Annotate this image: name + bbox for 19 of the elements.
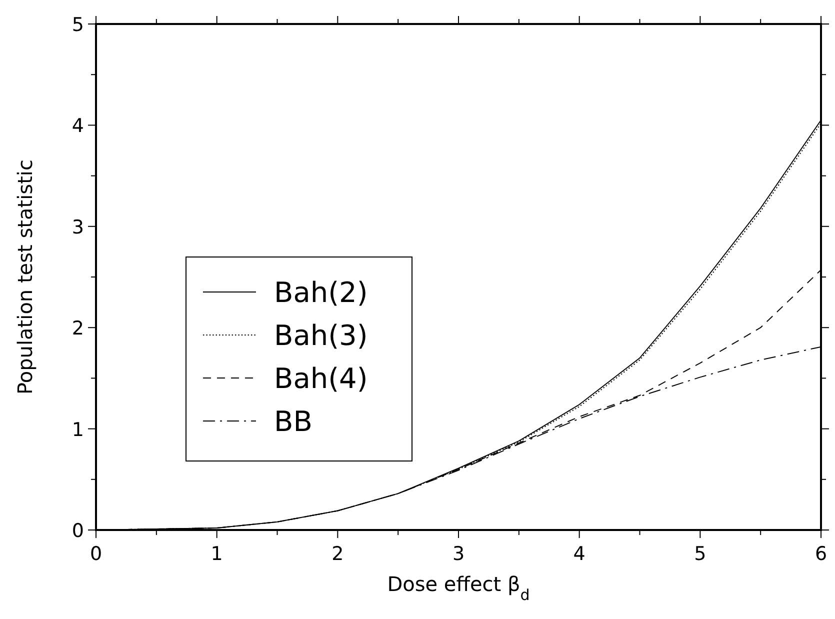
x-tick-label: 2	[332, 543, 344, 565]
x-tick-label: 3	[452, 543, 465, 565]
x-tick-label: 0	[90, 543, 102, 565]
x-axis-title: Dose effect β$_{d}$	[387, 572, 530, 604]
y-tick-label: 4	[72, 115, 84, 138]
y-tick-label: 2	[72, 318, 84, 340]
y-tick-label: 0	[72, 520, 84, 542]
y-tick-label: 3	[72, 216, 84, 238]
x-tick-label: 1	[210, 543, 223, 565]
x-tick-label: 5	[694, 543, 706, 565]
legend-label: Bah(2)	[274, 276, 368, 309]
y-tick-label: 1	[72, 418, 84, 441]
legend-label: Bah(4)	[274, 362, 368, 395]
legend-label: Bah(3)	[274, 319, 368, 352]
y-axis-title: Population test statistic	[13, 160, 37, 394]
x-tick-label: 4	[573, 543, 586, 565]
x-tick-label: 6	[814, 543, 828, 565]
legend-label: BB	[274, 405, 312, 438]
y-tick-label: 5	[72, 14, 84, 36]
